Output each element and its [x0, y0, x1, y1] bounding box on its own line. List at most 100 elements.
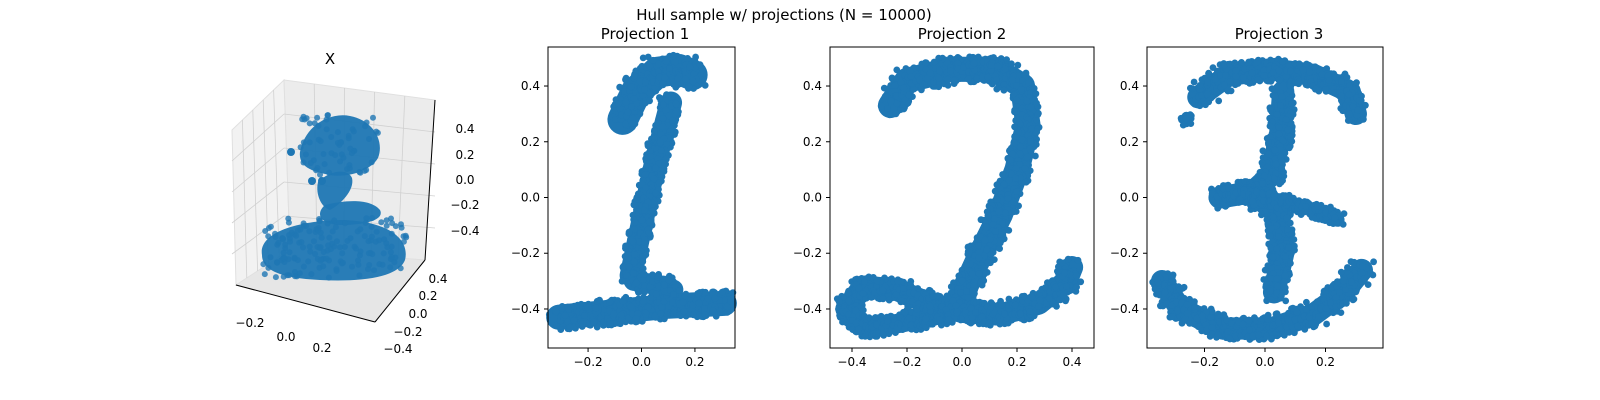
scatter-point — [1277, 102, 1284, 109]
grid-line — [273, 89, 280, 258]
scatter-point — [280, 273, 287, 280]
scatter-point — [953, 308, 961, 316]
grid-line — [397, 95, 406, 259]
scatter-point — [373, 128, 380, 135]
scatter-point — [670, 291, 677, 298]
scatter-point — [694, 290, 702, 297]
scatter-point — [1034, 103, 1042, 111]
scatter-point — [305, 258, 312, 265]
scatter-point — [356, 169, 363, 175]
scatter-point — [280, 249, 287, 256]
scatter-point — [886, 111, 894, 119]
scatter-point — [893, 66, 901, 74]
x-tick-label: 0.0 — [952, 355, 971, 369]
scatter-point — [1299, 66, 1307, 74]
x-tick-label: −0.2 — [574, 355, 603, 369]
scatter-point — [1271, 93, 1279, 101]
scatter-point — [606, 320, 614, 328]
scatter-point — [954, 60, 962, 68]
scatter-point — [1220, 81, 1228, 89]
scatter-point — [640, 206, 648, 214]
scatter-point — [660, 275, 668, 283]
scatter-point — [644, 303, 652, 311]
scatter-point — [1013, 188, 1020, 196]
scatter-point — [913, 305, 921, 313]
scatter-point — [314, 114, 321, 121]
scatter-point — [690, 311, 697, 319]
scatter-point — [362, 123, 369, 130]
scatter-point — [963, 288, 970, 295]
scatter-point — [282, 241, 289, 248]
panel-projection-2: Projection 2 −0.4 −0.2 0.0 0.2 0.4−0.4−0.20.… — [793, 25, 1095, 369]
scatter-point — [1021, 165, 1029, 172]
scatter-point — [669, 117, 676, 124]
scatter-point — [674, 75, 682, 83]
scatter-point — [1269, 213, 1277, 221]
scatter-point — [629, 114, 637, 122]
scatter-point — [926, 69, 934, 77]
scatter-point — [1266, 287, 1274, 295]
scatter-point — [1023, 97, 1031, 105]
scatter-point — [655, 60, 663, 68]
scatter-point — [373, 228, 380, 235]
scatter-point — [1325, 77, 1333, 84]
scatter-point — [638, 216, 646, 224]
scatter-point — [339, 250, 346, 257]
scatter-point — [361, 233, 368, 240]
scatter-point — [884, 105, 891, 112]
scatter-point — [300, 113, 307, 120]
scatter-point — [1284, 126, 1292, 134]
scatter-point — [711, 294, 719, 302]
scatter-point — [630, 226, 638, 233]
scatter-point — [646, 283, 654, 291]
scatter-point — [366, 136, 372, 142]
scatter-point — [1008, 60, 1015, 68]
scatter-point — [300, 139, 307, 146]
scatter-point — [288, 229, 295, 236]
scatter-point — [1245, 316, 1252, 324]
scatter-point — [944, 76, 952, 83]
scatter-point — [935, 74, 943, 82]
scatter-point — [1295, 60, 1303, 68]
scatter-point — [1269, 253, 1277, 261]
scatter-point — [363, 215, 370, 222]
scatter-point — [887, 97, 895, 105]
scatter-point — [331, 217, 338, 224]
scatter-point — [317, 171, 323, 178]
scatter-point — [695, 299, 703, 307]
scatter-point — [686, 63, 694, 71]
scatter-point — [704, 295, 712, 303]
scatter-point — [1285, 61, 1293, 69]
scatter-point — [570, 317, 578, 324]
scatter-point — [356, 272, 363, 279]
scatter-point — [1360, 115, 1367, 123]
scatter-point — [630, 270, 637, 277]
scatter-point — [565, 306, 573, 313]
scatter-point — [581, 312, 588, 319]
scatter-point — [317, 257, 324, 264]
scatter-point — [1306, 68, 1314, 76]
scatter-point — [348, 150, 355, 157]
scatter-point — [342, 220, 349, 227]
scatter-point — [964, 250, 972, 258]
scatter-point — [357, 226, 364, 233]
scatter-point — [958, 277, 966, 285]
scatter-point — [1028, 293, 1036, 301]
scatter-point — [1004, 195, 1012, 202]
scatter-point — [644, 53, 652, 61]
scatter-point — [1205, 70, 1212, 78]
scatter-point — [630, 95, 638, 102]
scatter-point — [317, 138, 324, 145]
y-tick-label: 0.4 — [521, 79, 540, 93]
scatter-point — [1077, 278, 1085, 286]
scatter-point — [855, 325, 863, 333]
scatter-point — [624, 108, 632, 116]
scatter-point — [1273, 111, 1281, 118]
scatter-point — [676, 287, 683, 294]
y-tick-label: −0.2 — [393, 325, 422, 339]
scatter-point — [679, 298, 687, 306]
scatter-point — [1208, 308, 1216, 315]
y-tick-label: −0.4 — [383, 342, 412, 356]
scatter-point — [859, 290, 867, 297]
scatter-point — [315, 122, 322, 129]
